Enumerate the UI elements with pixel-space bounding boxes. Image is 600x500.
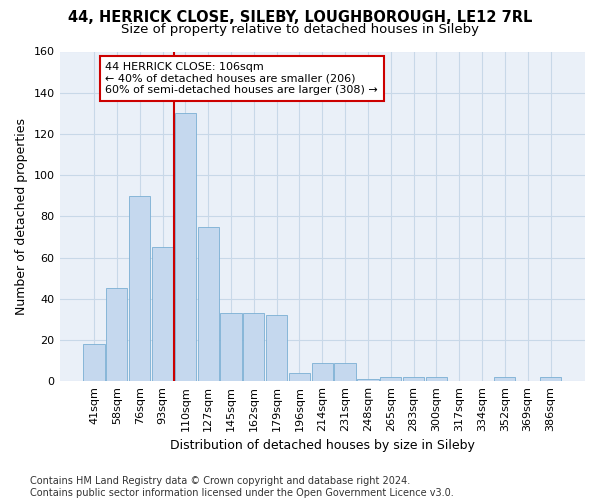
Bar	[243, 313, 265, 381]
Text: Size of property relative to detached houses in Sileby: Size of property relative to detached ho…	[121, 22, 479, 36]
Text: 44, HERRICK CLOSE, SILEBY, LOUGHBOROUGH, LE12 7RL: 44, HERRICK CLOSE, SILEBY, LOUGHBOROUGH,…	[68, 10, 532, 25]
Bar	[494, 377, 515, 381]
Bar	[426, 377, 447, 381]
Text: 44 HERRICK CLOSE: 106sqm
← 40% of detached houses are smaller (206)
60% of semi-: 44 HERRICK CLOSE: 106sqm ← 40% of detach…	[106, 62, 378, 95]
Bar	[175, 114, 196, 381]
Bar	[540, 377, 561, 381]
Bar	[197, 226, 219, 381]
Bar	[152, 247, 173, 381]
X-axis label: Distribution of detached houses by size in Sileby: Distribution of detached houses by size …	[170, 440, 475, 452]
Y-axis label: Number of detached properties: Number of detached properties	[15, 118, 28, 315]
Bar	[358, 379, 379, 381]
Bar	[403, 377, 424, 381]
Text: Contains HM Land Registry data © Crown copyright and database right 2024.
Contai: Contains HM Land Registry data © Crown c…	[30, 476, 454, 498]
Bar	[83, 344, 104, 381]
Bar	[106, 288, 127, 381]
Bar	[334, 362, 356, 381]
Bar	[266, 315, 287, 381]
Bar	[220, 313, 242, 381]
Bar	[129, 196, 150, 381]
Bar	[380, 377, 401, 381]
Bar	[311, 362, 333, 381]
Bar	[289, 373, 310, 381]
